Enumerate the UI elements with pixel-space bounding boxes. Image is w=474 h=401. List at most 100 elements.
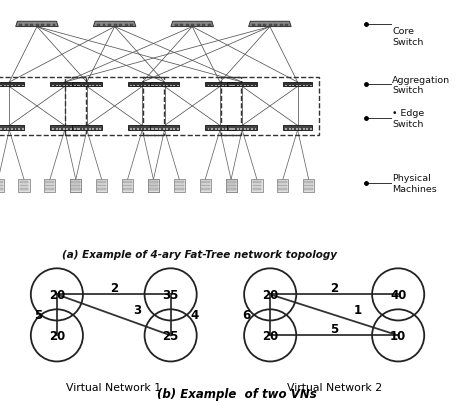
Bar <box>45 180 55 192</box>
Bar <box>218 86 220 87</box>
Bar <box>148 180 159 192</box>
Bar <box>303 129 305 130</box>
Bar <box>41 25 45 27</box>
Bar <box>278 185 287 187</box>
Bar <box>191 25 194 27</box>
Bar <box>0 129 2 130</box>
Bar <box>197 25 200 27</box>
Bar <box>166 129 168 130</box>
Text: (a) Example of 4-ary Fat-Tree network topology: (a) Example of 4-ary Fat-Tree network to… <box>62 250 337 259</box>
Bar <box>253 182 261 184</box>
Bar <box>180 25 183 27</box>
Bar <box>225 86 227 87</box>
Bar <box>11 86 13 87</box>
Bar <box>149 185 158 187</box>
Bar <box>227 182 236 184</box>
Bar <box>70 180 82 192</box>
Text: • Edge
Switch: • Edge Switch <box>392 109 424 128</box>
Bar <box>232 129 234 130</box>
Bar <box>119 25 122 27</box>
Bar <box>152 86 154 87</box>
Text: 5: 5 <box>330 322 338 335</box>
Bar <box>277 180 288 192</box>
Bar <box>18 86 20 87</box>
Bar <box>253 188 261 190</box>
Bar <box>269 25 272 27</box>
Bar <box>274 25 277 27</box>
Bar <box>155 129 157 130</box>
Bar <box>151 129 153 130</box>
Bar <box>144 86 146 87</box>
Bar <box>149 188 158 190</box>
Bar <box>163 129 164 130</box>
Bar <box>128 126 157 130</box>
Bar <box>240 86 242 87</box>
Bar <box>155 86 156 87</box>
Text: 40: 40 <box>390 288 406 301</box>
Bar <box>46 182 55 184</box>
Text: 4: 4 <box>190 309 199 322</box>
Bar <box>72 188 80 190</box>
Bar <box>227 185 236 187</box>
Bar <box>247 129 249 130</box>
Bar <box>72 188 80 190</box>
Bar <box>15 86 17 87</box>
Bar <box>92 86 94 87</box>
Bar <box>173 86 175 87</box>
Bar <box>66 86 68 87</box>
Text: (b) Example  of two VNs: (b) Example of two VNs <box>157 387 317 400</box>
Bar <box>25 25 28 27</box>
Bar <box>300 86 301 87</box>
Bar <box>50 126 80 130</box>
Bar <box>177 129 179 130</box>
Bar <box>72 185 80 187</box>
Bar <box>0 78 86 136</box>
Text: 20: 20 <box>49 288 65 301</box>
Bar <box>22 86 24 87</box>
Bar <box>143 78 241 136</box>
Bar <box>36 25 39 27</box>
Bar <box>18 129 20 130</box>
Bar <box>310 129 312 130</box>
Bar <box>150 83 179 87</box>
Bar <box>85 86 87 87</box>
Text: 20: 20 <box>262 288 278 301</box>
Bar <box>46 185 55 187</box>
Bar <box>222 129 224 130</box>
Bar <box>289 129 291 130</box>
Bar <box>205 83 235 87</box>
Bar <box>252 25 255 27</box>
Bar <box>70 180 82 192</box>
Bar <box>201 182 210 184</box>
Bar <box>240 129 242 130</box>
Bar <box>137 129 139 130</box>
Bar <box>208 25 211 27</box>
Bar <box>19 25 22 27</box>
Bar <box>137 86 139 87</box>
Bar <box>56 129 58 130</box>
Bar <box>148 180 159 192</box>
Polygon shape <box>171 22 213 28</box>
Bar <box>128 83 157 87</box>
Bar <box>253 185 261 187</box>
Bar <box>0 86 2 87</box>
Bar <box>30 25 33 27</box>
Bar <box>123 182 132 184</box>
Bar <box>150 126 179 130</box>
Bar <box>15 129 17 130</box>
Bar <box>202 25 205 27</box>
Bar <box>177 86 179 87</box>
Bar <box>200 180 211 192</box>
Bar <box>4 129 6 130</box>
Bar <box>166 86 168 87</box>
Bar <box>258 25 261 27</box>
Bar <box>4 86 6 87</box>
Bar <box>65 78 164 136</box>
Bar <box>264 25 266 27</box>
Bar <box>97 182 106 184</box>
Bar <box>155 129 156 130</box>
Bar <box>251 129 253 130</box>
Bar <box>134 129 135 130</box>
Bar <box>114 25 117 27</box>
Bar <box>148 86 149 87</box>
